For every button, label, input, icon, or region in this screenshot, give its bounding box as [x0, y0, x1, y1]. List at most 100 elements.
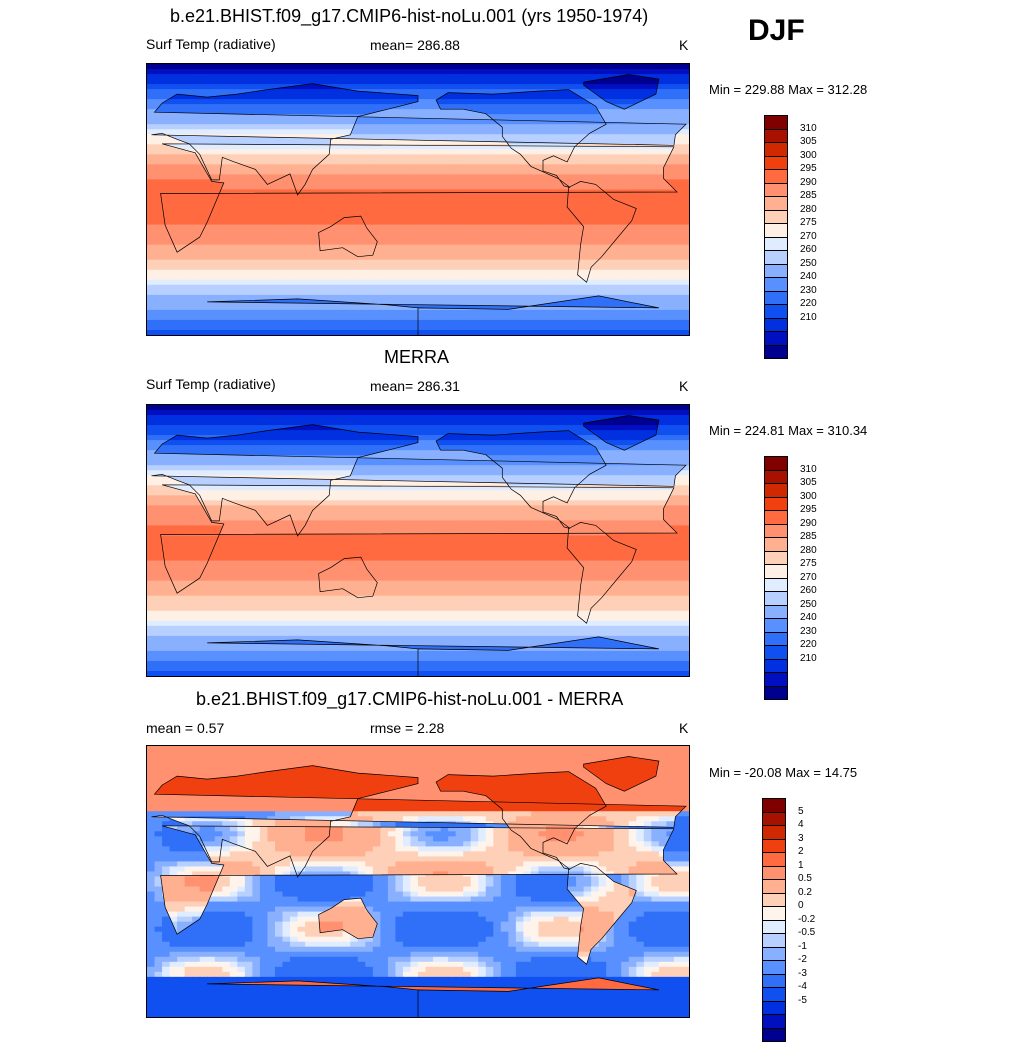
ocean-cell: [259, 244, 269, 251]
ocean-cell: [628, 309, 637, 316]
land-cell: [372, 99, 381, 105]
ocean-cell: [214, 74, 223, 80]
ocean-cell: [478, 214, 487, 221]
ocean-cell: [357, 74, 366, 80]
land-cell: [365, 129, 374, 135]
ocean-cell: [282, 314, 291, 321]
ocean-cell: [147, 224, 156, 231]
ocean-cell: [214, 289, 223, 296]
ocean-cell: [387, 84, 397, 90]
ocean-cell: [636, 64, 645, 70]
land-cell: [561, 89, 570, 95]
ocean-cell: [199, 289, 208, 296]
ocean-cell: [274, 64, 284, 70]
ocean-cell: [335, 294, 344, 301]
ocean-cell: [538, 229, 547, 236]
ocean-cell: [455, 239, 464, 246]
ocean-cell: [402, 319, 412, 326]
ocean-cell: [681, 269, 689, 276]
ocean-cell: [184, 89, 193, 95]
ocean-cell: [613, 329, 622, 335]
ocean-cell: [320, 194, 329, 201]
ocean-cell: [327, 329, 336, 335]
ocean-cell: [214, 189, 223, 196]
ocean-cell: [666, 224, 675, 231]
land-cell: [448, 119, 457, 125]
ocean-cell: [681, 254, 689, 261]
ocean-cell: [545, 259, 555, 266]
ocean-cell: [470, 209, 479, 216]
ocean-cell: [440, 249, 449, 256]
ocean-cell: [297, 304, 306, 311]
land-cell: [485, 99, 494, 105]
ocean-cell: [410, 194, 419, 201]
ocean-cell: [478, 139, 487, 145]
ocean-cell: [455, 279, 464, 286]
ocean-cell: [305, 284, 314, 291]
ocean-cell: [372, 299, 381, 306]
ocean-cell: [244, 64, 253, 70]
ocean-cell: [425, 99, 434, 105]
land-cell: [169, 134, 178, 140]
ocean-cell: [673, 109, 683, 115]
ocean-cell: [327, 294, 336, 301]
ocean-cell: [643, 69, 652, 75]
ocean-cell: [252, 124, 261, 130]
ocean-cell: [591, 329, 600, 335]
ocean-cell: [395, 104, 404, 110]
ocean-cell: [485, 204, 494, 211]
ocean-cell: [395, 269, 404, 276]
ocean-cell: [508, 299, 517, 306]
ocean-cell: [192, 319, 201, 326]
ocean-cell: [357, 264, 366, 271]
ocean-cell: [448, 194, 457, 201]
ocean-cell: [177, 314, 186, 321]
land-cell: [576, 99, 585, 105]
ocean-cell: [380, 239, 389, 246]
ocean-cell: [169, 319, 178, 326]
ocean-cell: [470, 279, 479, 286]
ocean-cell: [267, 129, 276, 135]
ocean-cell: [350, 69, 359, 75]
ocean-cell: [523, 279, 532, 286]
ocean-cell: [425, 84, 434, 90]
land-cell: [312, 89, 321, 95]
ocean-cell: [267, 199, 276, 206]
ocean-cell: [380, 194, 389, 201]
ocean-cell: [553, 224, 562, 231]
ocean-cell: [184, 319, 193, 326]
ocean-cell: [538, 224, 547, 231]
ocean-cell: [561, 329, 570, 335]
ocean-cell: [305, 309, 314, 316]
ocean-cell: [312, 79, 321, 85]
ocean-cell: [418, 269, 427, 276]
ocean-cell: [252, 194, 261, 201]
ocean-cell: [553, 239, 562, 246]
ocean-cell: [192, 269, 201, 276]
panel-1-variable-label: Surf Temp (radiative): [146, 36, 276, 52]
land-cell: [500, 99, 509, 105]
ocean-cell: [342, 114, 351, 120]
ocean-cell: [410, 284, 419, 291]
land-cell: [561, 109, 570, 115]
ocean-cell: [470, 84, 479, 90]
ocean-cell: [214, 264, 223, 271]
ocean-cell: [387, 114, 397, 120]
land-cell: [395, 129, 404, 135]
ocean-cell: [259, 264, 269, 271]
land-cell: [448, 129, 457, 135]
ocean-cell: [591, 319, 600, 326]
ocean-cell: [312, 319, 321, 326]
ocean-cell: [425, 114, 434, 120]
ocean-cell: [244, 289, 253, 296]
land-cell: [538, 89, 547, 95]
ocean-cell: [357, 329, 366, 335]
ocean-cell: [327, 129, 336, 135]
ocean-cell: [267, 254, 276, 261]
ocean-cell: [282, 74, 291, 80]
ocean-cell: [395, 329, 404, 335]
ocean-cell: [214, 324, 223, 331]
land-cell: [410, 94, 419, 100]
land-cell: [177, 134, 186, 140]
ocean-cell: [169, 274, 178, 281]
